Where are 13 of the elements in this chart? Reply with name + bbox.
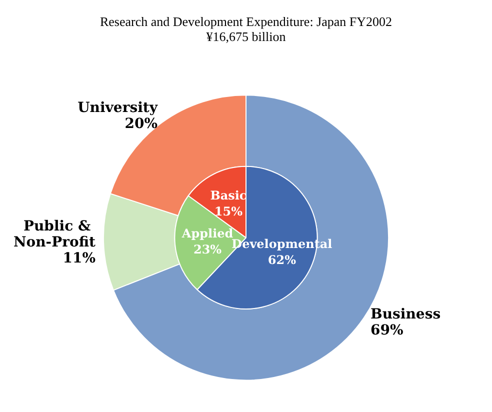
slice-label: Applied: [180, 226, 234, 240]
chart-subtitle: ¥16,675 billion: [206, 29, 286, 44]
slice-label: Public & Non-Profit: [14, 218, 96, 250]
data-label: 20%: [124, 116, 158, 132]
data-label: 23%: [193, 242, 222, 256]
slice-label: Business: [370, 306, 441, 322]
data-label: 62%: [268, 252, 297, 267]
data-label: 69%: [370, 322, 404, 338]
chart-title: Research and Development Expenditure: Japan FY2002: [100, 14, 392, 29]
data-label: 15%: [214, 204, 244, 218]
data-label: 11%: [62, 250, 96, 266]
slice-label: Basic: [210, 188, 247, 202]
slice-label: University: [78, 100, 158, 116]
